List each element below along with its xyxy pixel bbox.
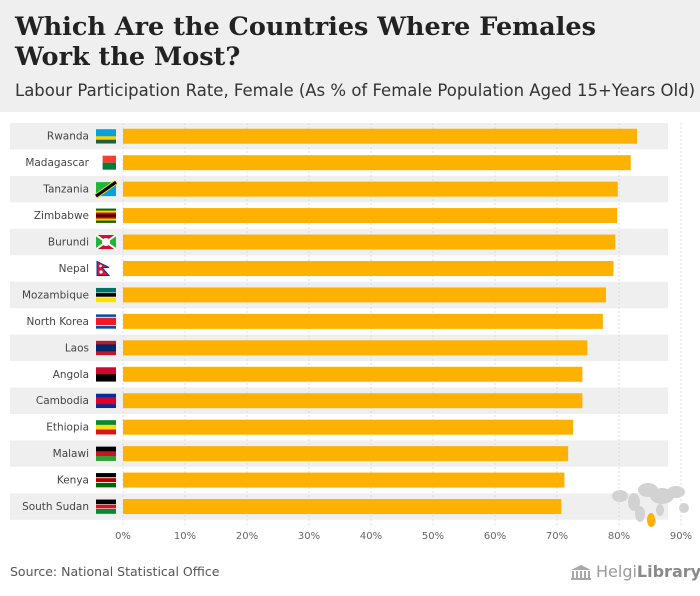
x-tick-label: 10%	[174, 531, 196, 542]
flag-icon	[94, 180, 118, 199]
bar	[123, 340, 588, 356]
x-tick-label: 30%	[298, 531, 320, 542]
flag-icon	[96, 155, 116, 170]
x-tick-label: 70%	[546, 531, 568, 542]
category-label: North Korea	[27, 316, 89, 328]
flag-icon	[96, 393, 116, 409]
bar	[123, 393, 583, 409]
brand-logo[interactable]: Helgi Library.	[570, 562, 700, 581]
x-tick-label: 60%	[484, 531, 506, 542]
bar	[123, 313, 603, 329]
category-label: Malawi	[53, 448, 89, 460]
flag-icon	[96, 208, 116, 223]
chart-title: Which Are the Countries Where Females Wo…	[15, 12, 596, 72]
flag-icon	[96, 420, 116, 435]
bar	[123, 446, 569, 462]
brand-suffix: Library.	[636, 562, 700, 581]
category-label: Ethiopia	[46, 422, 89, 434]
x-tick-label: 50%	[422, 531, 444, 542]
flag-icon	[96, 314, 116, 329]
brand-prefix: Helgi	[596, 562, 637, 581]
bar	[123, 366, 583, 382]
flag-icon	[96, 260, 111, 276]
bar	[123, 234, 616, 250]
flag-icon	[96, 367, 116, 382]
x-tick-label: 0%	[115, 531, 131, 542]
category-label: Mozambique	[22, 289, 89, 301]
library-building-icon	[571, 564, 591, 580]
category-label: Rwanda	[47, 131, 89, 143]
flag-icon	[96, 473, 116, 488]
bar	[123, 472, 565, 488]
chart-subtitle: Labour Participation Rate, Female (As % …	[15, 81, 696, 100]
category-label: Nepal	[59, 263, 89, 275]
bar	[123, 260, 614, 276]
flag-icon	[96, 287, 116, 303]
bar-chart: 0% 10% 20% 30% 40% 50% 60% 70% 80% 90% Rwanda Madag…	[10, 123, 692, 542]
bar	[123, 181, 618, 197]
category-label: Tanzania	[42, 184, 89, 196]
x-tick-label: 90%	[670, 531, 692, 542]
category-label: Laos	[65, 342, 89, 354]
world-map-decoration	[612, 483, 689, 527]
x-tick-label: 80%	[608, 531, 630, 542]
source-note: Source: National Statistical Office	[10, 564, 220, 579]
bar	[123, 208, 618, 224]
flag-icon	[96, 340, 116, 356]
x-tick-label: 40%	[360, 531, 382, 542]
category-label: Angola	[53, 369, 89, 381]
bar	[123, 128, 637, 144]
bar	[123, 287, 606, 303]
category-label: South Sudan	[22, 501, 89, 513]
x-tick-label: 20%	[236, 531, 258, 542]
flag-icon	[95, 234, 117, 250]
flag-icon	[96, 446, 116, 461]
bar	[123, 499, 562, 515]
category-label: Cambodia	[36, 395, 89, 407]
flag-icon	[96, 499, 116, 514]
bar	[123, 155, 631, 171]
category-label: Burundi	[48, 237, 89, 249]
category-label: Madagascar	[25, 157, 89, 169]
flag-icon	[96, 129, 116, 144]
category-label: Zimbabwe	[34, 210, 89, 222]
chart-header: Which Are the Countries Where Females Wo…	[0, 0, 700, 112]
category-label: Kenya	[57, 475, 89, 487]
bar	[123, 419, 574, 435]
